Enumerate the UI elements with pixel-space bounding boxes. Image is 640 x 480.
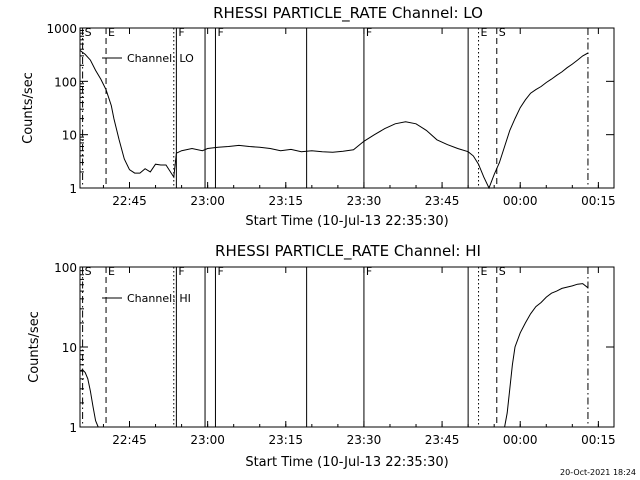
y-tick-label: 1000 bbox=[46, 22, 77, 36]
chart-title: RHESSI PARTICLE_RATE Channel: HI bbox=[215, 242, 481, 261]
x-tick-label: 23:00 bbox=[190, 194, 225, 208]
y-tick-label: 1 bbox=[69, 182, 77, 196]
chart-title: RHESSI PARTICLE_RATE Channel: LO bbox=[213, 4, 483, 23]
y-tick-label: 1 bbox=[69, 421, 77, 435]
event-marker-label: E bbox=[108, 26, 115, 39]
x-tick-label: 23:15 bbox=[268, 433, 303, 447]
x-tick-label: 00:15 bbox=[581, 194, 616, 208]
event-marker-label: S bbox=[85, 26, 92, 39]
y-tick-label: 100 bbox=[54, 261, 77, 275]
footer-timestamp: 20-Oct-2021 18:24 bbox=[560, 468, 636, 477]
x-tick-label: 22:45 bbox=[112, 433, 147, 447]
y-tick-label: 10 bbox=[62, 341, 77, 355]
chart-panel-hi: RHESSI PARTICLE_RATE Channel: HI Counts/… bbox=[27, 242, 616, 470]
event-marker-label: E bbox=[108, 265, 115, 278]
legend: Channel: LO bbox=[102, 52, 194, 65]
legend-entry: Channel: LO bbox=[127, 52, 194, 65]
x-tick-label: 22:45 bbox=[112, 194, 147, 208]
x-tick-label: 23:15 bbox=[268, 194, 303, 208]
event-marker-label: F bbox=[366, 26, 372, 39]
event-marker-label: E bbox=[481, 265, 488, 278]
legend-entry: Channel: HI bbox=[127, 292, 191, 305]
y-axis-label: Counts/sec bbox=[27, 311, 42, 383]
y-tick-label: 10 bbox=[62, 129, 77, 143]
event-marker-label: F bbox=[366, 265, 372, 278]
event-marker-label: F bbox=[217, 265, 223, 278]
y-axis-label: Counts/sec bbox=[21, 72, 36, 144]
x-axis-label: Start Time (10-Jul-13 22:35:30) bbox=[245, 455, 448, 470]
series-line-lo bbox=[79, 50, 589, 190]
x-tick-label: 00:15 bbox=[581, 433, 616, 447]
series-line-hi bbox=[79, 283, 589, 428]
event-marker-label: S bbox=[499, 26, 506, 39]
event-marker-label: F bbox=[178, 265, 184, 278]
x-tick-label: 23:45 bbox=[425, 433, 460, 447]
x-tick-label: 23:00 bbox=[190, 433, 225, 447]
plot-frame bbox=[79, 27, 615, 189]
event-marker-label: S bbox=[499, 265, 506, 278]
y-tick-label: 100 bbox=[54, 75, 77, 89]
x-tick-label: 23:30 bbox=[347, 194, 382, 208]
x-axis-label: Start Time (10-Jul-13 22:35:30) bbox=[245, 214, 448, 229]
x-tick-label: 23:45 bbox=[425, 194, 460, 208]
legend: Channel: HI bbox=[102, 292, 191, 305]
event-marker-label: E bbox=[481, 26, 488, 39]
event-marker-label: F bbox=[178, 26, 184, 39]
axis-ticks: 22:45 23:00 23:15 23:30 23:45 00:00 00:15 1 10 10… bbox=[54, 261, 616, 447]
x-tick-label: 00:00 bbox=[503, 194, 538, 208]
chart-panel-lo: RHESSI PARTICLE_RATE Channel: LO Counts/… bbox=[21, 4, 616, 229]
event-marker-label: S bbox=[85, 265, 92, 278]
event-marker-label: F bbox=[217, 26, 223, 39]
x-tick-label: 23:30 bbox=[347, 433, 382, 447]
axis-ticks: 22:45 23:00 23:15 23:30 23:45 00:00 00:15 1 10 10… bbox=[46, 22, 615, 208]
x-tick-label: 00:00 bbox=[503, 433, 538, 447]
